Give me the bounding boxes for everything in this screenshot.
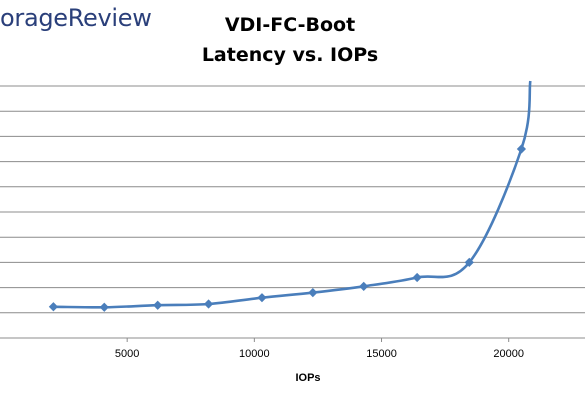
data-point-9 (516, 144, 527, 154)
data-point-1 (99, 302, 109, 312)
x-tick-label-2: 15000 (366, 348, 397, 360)
x-tick-label-3: 20000 (493, 348, 524, 360)
data-point-0 (48, 302, 59, 312)
x-tick-label-0: 5000 (115, 348, 139, 360)
x-tick-label-1: 10000 (239, 348, 270, 360)
series-line (53, 80, 532, 309)
data-point-7 (412, 272, 422, 283)
chart-subtitle: Latency vs. IOPs (201, 44, 379, 66)
data-point-3 (203, 299, 214, 309)
chart-title: VDI-FC-Boot (224, 14, 356, 36)
data-point-2 (153, 300, 163, 310)
brand-logo: orageReview (0, 4, 152, 32)
data-point-5 (308, 288, 318, 298)
x-axis-label: IOPs (295, 372, 320, 384)
data-point-8 (464, 257, 474, 267)
data-point-4 (257, 293, 267, 303)
data-point-6 (359, 281, 369, 291)
